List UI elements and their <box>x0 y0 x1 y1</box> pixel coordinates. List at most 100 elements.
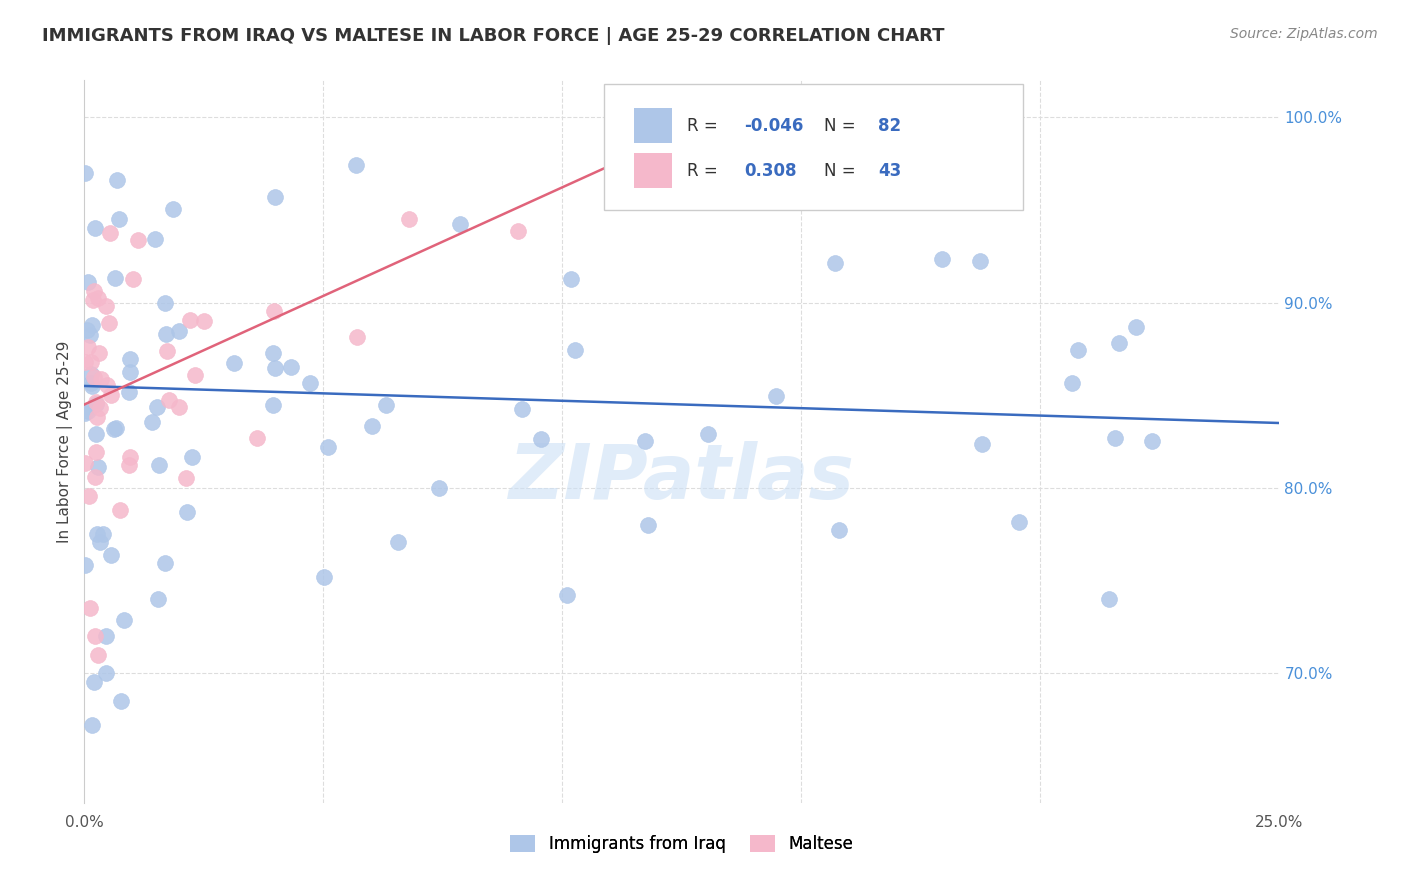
Text: R =: R = <box>686 117 723 135</box>
Point <box>105 421 128 435</box>
Point <box>298 376 321 390</box>
Point <box>84 426 107 441</box>
Point <box>162 202 184 216</box>
Point <box>105 173 128 187</box>
Point <box>148 458 170 472</box>
Point <box>222 356 245 370</box>
Point <box>141 415 163 429</box>
Legend: Immigrants from Iraq, Maltese: Immigrants from Iraq, Maltese <box>503 828 860 860</box>
Point <box>79 601 101 615</box>
Point <box>737 120 759 135</box>
Point <box>427 481 450 495</box>
Point <box>83 369 105 384</box>
Point <box>83 221 105 235</box>
Point <box>98 316 121 330</box>
Point <box>827 523 849 537</box>
Point <box>1140 434 1163 448</box>
Point <box>155 326 177 341</box>
Point <box>508 224 530 238</box>
Point <box>969 254 991 268</box>
Point <box>314 570 336 584</box>
Point <box>1108 336 1130 351</box>
Point <box>555 588 578 602</box>
Point <box>263 190 285 204</box>
Text: 43: 43 <box>877 161 901 179</box>
Text: 0.308: 0.308 <box>744 161 797 179</box>
Point <box>79 376 101 390</box>
Point <box>184 368 207 382</box>
FancyBboxPatch shape <box>605 84 1022 211</box>
Point <box>73 456 96 470</box>
Point <box>346 330 368 344</box>
Text: N =: N = <box>824 161 860 179</box>
Point <box>560 272 582 286</box>
Point <box>120 450 142 464</box>
Point <box>375 399 398 413</box>
Point <box>83 284 105 298</box>
Point <box>530 432 553 446</box>
Point <box>118 458 141 472</box>
Point <box>931 252 953 267</box>
Point <box>181 450 204 464</box>
Point <box>75 166 97 180</box>
Point <box>80 718 103 732</box>
Point <box>77 276 100 290</box>
Point <box>80 379 103 393</box>
Text: R =: R = <box>686 161 728 179</box>
Point <box>110 694 132 708</box>
Point <box>87 648 110 662</box>
Point <box>564 343 586 357</box>
Point <box>262 398 284 412</box>
Point <box>169 324 191 338</box>
Point <box>108 503 131 517</box>
Point <box>155 344 177 359</box>
Point <box>84 395 107 409</box>
Point <box>120 365 142 379</box>
Text: ZIPatlas: ZIPatlas <box>509 441 855 515</box>
Point <box>100 548 122 562</box>
Point <box>80 318 103 332</box>
Point <box>280 359 302 374</box>
Point <box>179 313 201 327</box>
Point <box>765 389 787 403</box>
Point <box>90 372 112 386</box>
Text: Source: ZipAtlas.com: Source: ZipAtlas.com <box>1230 27 1378 41</box>
Point <box>1104 431 1126 445</box>
Point <box>398 211 420 226</box>
Point <box>83 675 105 690</box>
Point <box>75 558 97 572</box>
Point <box>87 459 110 474</box>
Point <box>118 352 141 367</box>
Point <box>77 489 100 503</box>
Point <box>157 392 180 407</box>
Point <box>75 355 97 369</box>
Point <box>153 556 176 570</box>
Point <box>83 470 105 484</box>
Point <box>387 534 409 549</box>
Point <box>637 518 659 533</box>
Point <box>148 591 170 606</box>
Point <box>94 666 117 681</box>
Point <box>86 527 108 541</box>
Point <box>91 527 114 541</box>
Point <box>246 431 269 445</box>
Point <box>344 158 367 172</box>
Point <box>1008 515 1031 529</box>
Point <box>80 367 103 381</box>
Point <box>76 340 98 354</box>
Point <box>103 422 125 436</box>
FancyBboxPatch shape <box>634 109 672 143</box>
Point <box>75 406 97 420</box>
Point <box>193 314 215 328</box>
Point <box>634 434 657 448</box>
Point <box>510 402 533 417</box>
Point <box>96 377 118 392</box>
Point <box>76 322 98 336</box>
Point <box>87 346 110 360</box>
Point <box>84 397 107 411</box>
FancyBboxPatch shape <box>634 153 672 188</box>
Point <box>118 384 141 399</box>
Point <box>94 300 117 314</box>
Point <box>263 304 285 318</box>
Point <box>121 272 143 286</box>
